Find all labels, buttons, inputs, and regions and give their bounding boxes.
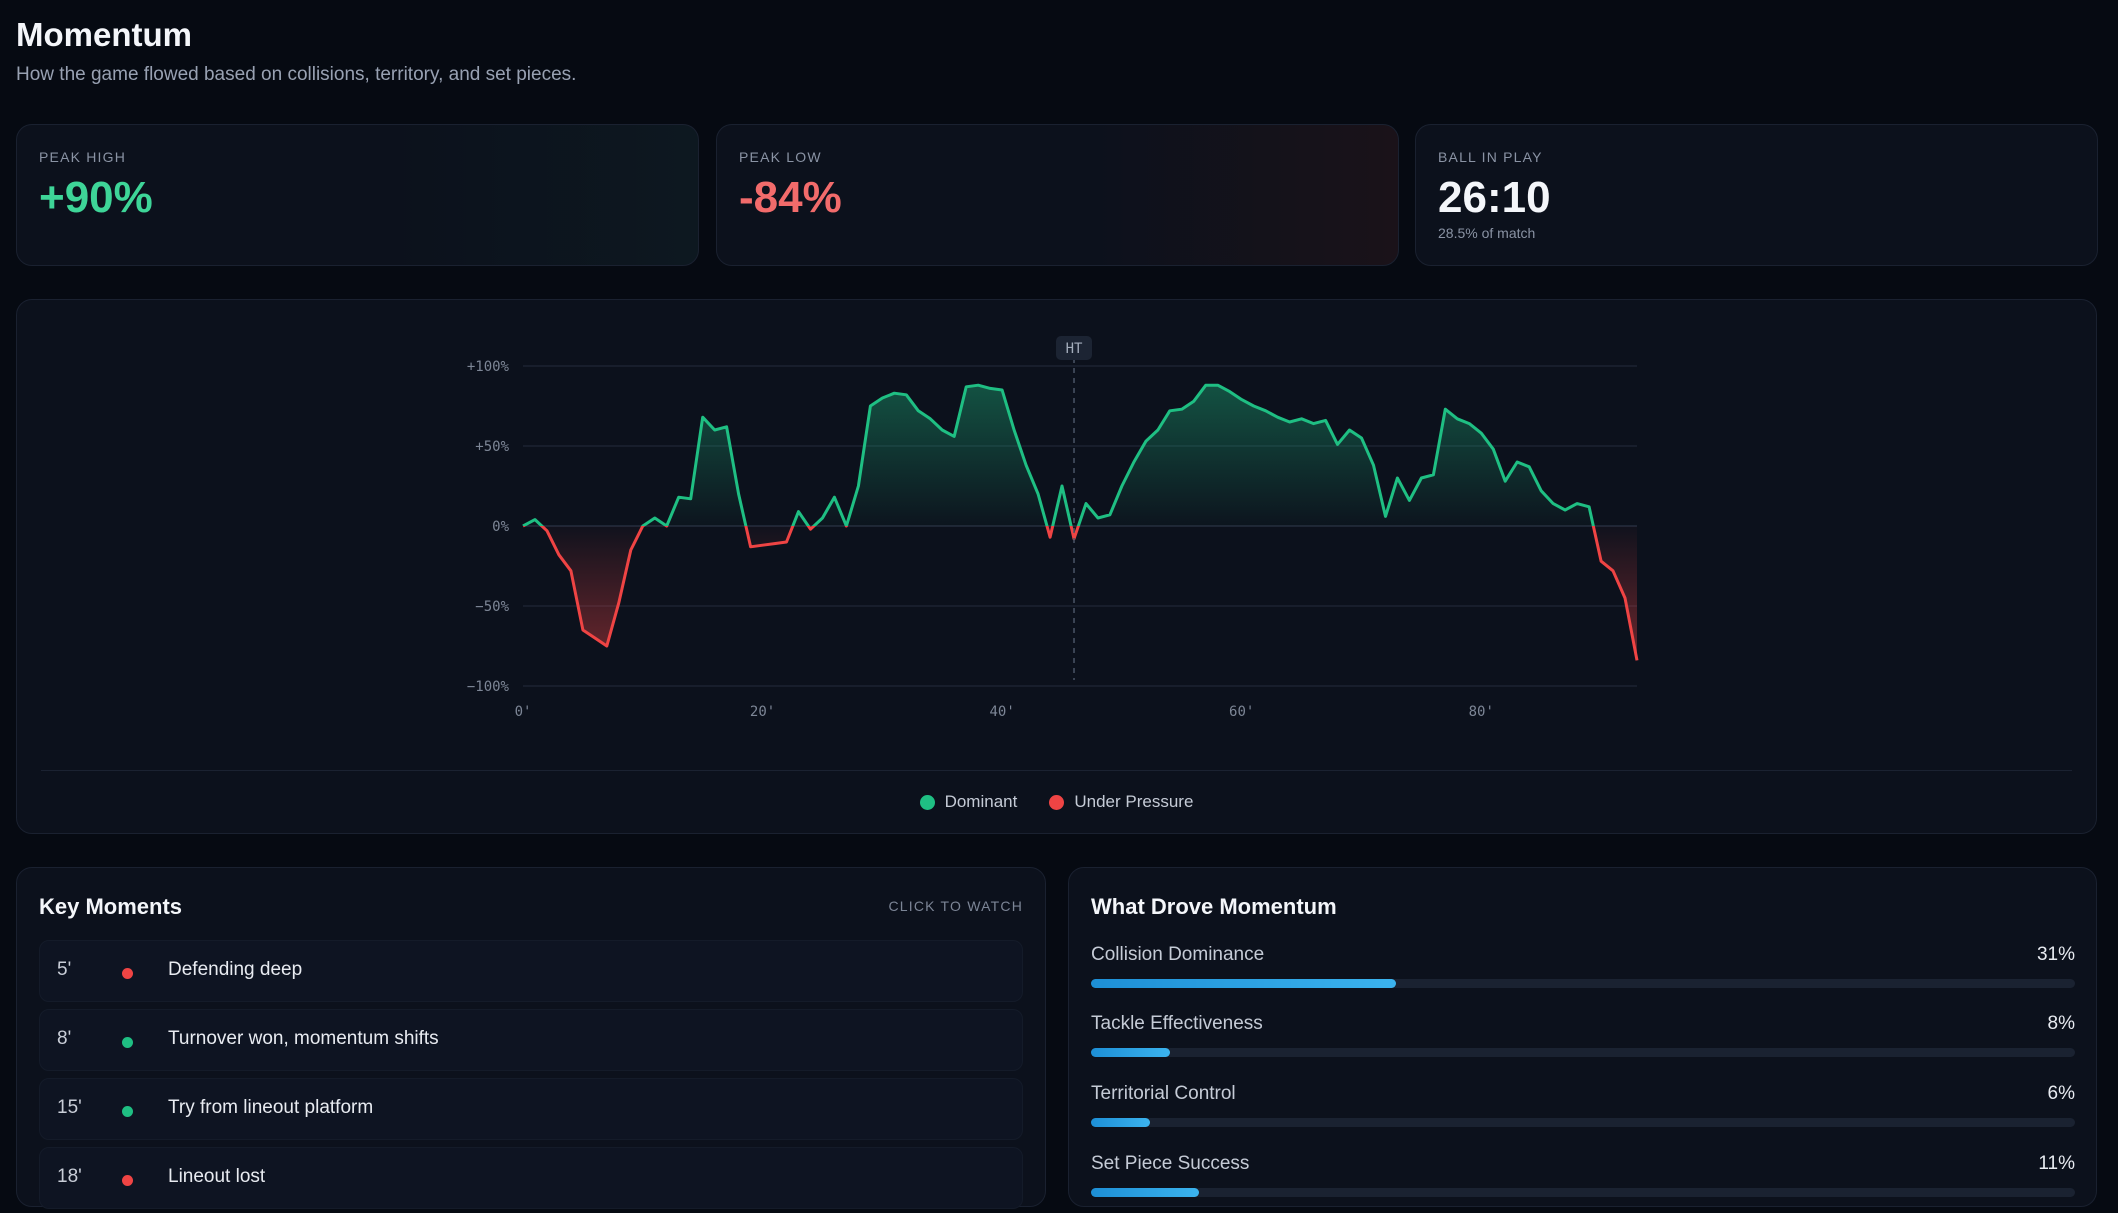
peak-high-card: PEAK HIGH +90% (16, 124, 699, 266)
driver-bar-track (1091, 1188, 2075, 1197)
dominant-area (523, 385, 1637, 526)
click-to-watch-hint: CLICK TO WATCH (888, 898, 1023, 914)
ball-in-play-sub: 28.5% of match (1438, 225, 1536, 241)
driver-label: Set Piece Success (1091, 1153, 1250, 1174)
peak-low-card: PEAK LOW -84% (716, 124, 1399, 266)
halftime-label: HT (1066, 341, 1083, 357)
key-moment-row[interactable]: 15' Try from lineout platform (39, 1078, 1023, 1140)
driver-collision-dominance: Collision Dominance 31% (1091, 944, 2075, 1004)
key-moment-row[interactable]: 5' Defending deep (39, 940, 1023, 1002)
moment-minute: 8' (57, 1028, 72, 1049)
driver-bar-track (1091, 1118, 2075, 1127)
y-tick-label: −50% (475, 599, 509, 615)
driver-bar-fill (1091, 1188, 1200, 1197)
dominant-line (522, 383, 1595, 526)
driver-label: Tackle Effectiveness (1091, 1013, 1263, 1034)
x-tick-label: 80' (1469, 704, 1494, 720)
key-moment-row[interactable]: 8' Turnover won, momentum shifts (39, 1009, 1023, 1071)
driver-bar-fill (1091, 979, 1397, 988)
drivers-title: What Drove Momentum (1091, 894, 1337, 919)
ball-in-play-value: 26:10 (1438, 173, 1551, 222)
moment-minute: 18' (57, 1166, 82, 1187)
page-title: Momentum (16, 16, 192, 53)
y-tick-label: +100% (467, 359, 510, 375)
momentum-chart-card: +100% +50% 0% −50% −100% 0' 20' 40' 60' 80' HT Dom… (16, 299, 2097, 834)
y-tick-label: +50% (475, 439, 509, 455)
driver-value: 31% (2036, 944, 2075, 965)
driver-bar-track (1091, 979, 2075, 988)
halftime-badge (1056, 336, 1093, 360)
moment-status-dot-icon (122, 1037, 133, 1048)
under-pressure-area (523, 526, 1637, 661)
moment-text: Try from lineout platform (168, 1097, 374, 1118)
legend-dominant-label: Dominant (944, 792, 1018, 811)
driver-territorial-control: Territorial Control 6% (1091, 1083, 2075, 1143)
moment-status-dot-icon (122, 1106, 133, 1117)
driver-label: Territorial Control (1091, 1083, 1236, 1104)
peak-low-label: PEAK LOW (739, 149, 822, 165)
moment-minute: 15' (57, 1097, 82, 1118)
chart-divider (41, 770, 2072, 771)
peak-high-label: PEAK HIGH (39, 149, 127, 165)
x-tick-label: 0' (515, 704, 532, 720)
key-moments-panel: Key Moments CLICK TO WATCH 5' Defending … (16, 867, 1046, 1209)
legend-under-pressure-dot-icon (1049, 794, 1065, 810)
driver-set-piece-success: Set Piece Success 11% (1091, 1153, 2075, 1213)
ball-in-play-label: BALL IN PLAY (1438, 149, 1543, 165)
moment-text: Turnover won, momentum shifts (168, 1028, 439, 1049)
driver-value: 11% (2038, 1153, 2075, 1174)
y-tick-label: 0% (492, 519, 509, 535)
moment-text: Defending deep (168, 959, 303, 980)
key-moments-title: Key Moments (39, 894, 183, 919)
x-tick-label: 60' (1229, 704, 1254, 720)
ball-in-play-card: BALL IN PLAY 26:10 28.5% of match (1415, 124, 2098, 266)
legend-dominant-dot-icon (919, 794, 935, 810)
driver-tackle-effectiveness: Tackle Effectiveness 8% (1091, 1013, 2075, 1073)
x-tick-label: 40' (989, 704, 1014, 720)
drivers-panel: What Drove Momentum Collision Dominance … (1068, 867, 2097, 1207)
driver-value: 8% (2047, 1013, 2075, 1034)
legend-under-pressure-label: Under Pressure (1074, 792, 1194, 811)
peak-low-value: -84% (739, 173, 842, 222)
driver-bar-fill (1091, 1048, 1170, 1057)
y-tick-label: −100% (467, 679, 510, 695)
momentum-chart[interactable]: +100% +50% 0% −50% −100% 0' 20' 40' 60' 80' HT (17, 300, 2098, 770)
driver-label: Collision Dominance (1091, 944, 1265, 965)
moment-text: Lineout lost (168, 1166, 266, 1187)
driver-bar-fill (1091, 1118, 1151, 1127)
peak-high-value: +90% (39, 173, 153, 222)
chart-legend: Dominant Under Pressure (17, 792, 2096, 812)
moment-minute: 5' (57, 959, 72, 980)
legend-under-pressure: Under Pressure (1049, 792, 1193, 812)
page-subtitle: How the game flowed based on collisions,… (16, 64, 577, 85)
x-tick-label: 20' (750, 704, 775, 720)
legend-dominant: Dominant (919, 792, 1018, 812)
moment-status-dot-icon (122, 1175, 133, 1186)
key-moment-row[interactable]: 18' Lineout lost (39, 1147, 1023, 1209)
moment-status-dot-icon (122, 968, 133, 979)
driver-bar-track (1091, 1048, 2075, 1057)
driver-value: 6% (2047, 1083, 2075, 1104)
